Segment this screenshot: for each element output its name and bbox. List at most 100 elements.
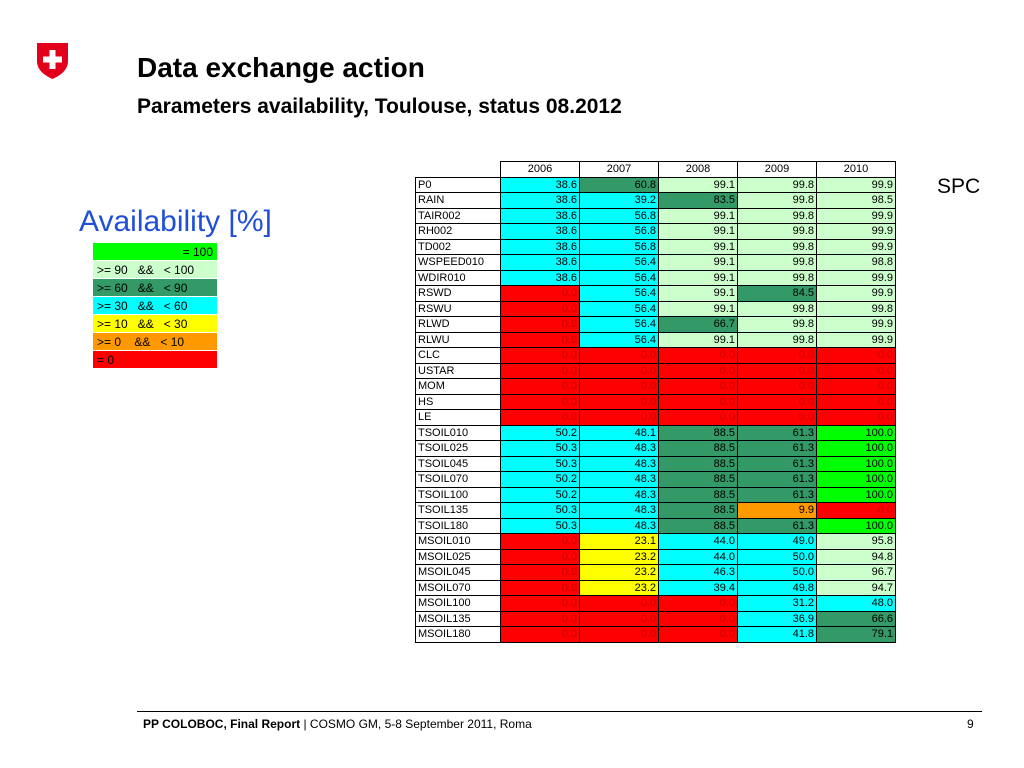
- parameter-name: TAIR002: [415, 207, 501, 224]
- table-row: TSOIL135 50.3 48.3 88.5 9.9 0.0: [415, 502, 896, 519]
- availability-table: 2006 2007 2008 2009 2010 P0 38.6 60.8 99.1 99.8 9…: [415, 161, 896, 643]
- availability-cell: 99.8: [816, 300, 896, 317]
- availability-cell: 99.8: [737, 223, 817, 240]
- table-row: TAIR002 38.6 56.8 99.1 99.8 99.9: [415, 207, 896, 224]
- availability-cell: 61.3: [737, 517, 817, 534]
- table-row: RAIN 38.6 39.2 83.5 99.8 98.5: [415, 192, 896, 209]
- availability-cell: 95.8: [816, 533, 896, 550]
- availability-cell: 0.0: [658, 595, 738, 612]
- parameter-name: TSOIL180: [415, 517, 501, 534]
- availability-cell: 56.8: [579, 223, 659, 240]
- legend-heading: Availability [%]: [79, 205, 272, 238]
- availability-cell: 0.0: [816, 409, 896, 426]
- availability-cell: 49.0: [737, 533, 817, 550]
- availability-cell: 99.8: [737, 238, 817, 255]
- availability-cell: 48.3: [579, 440, 659, 457]
- year-header-2010: 2010: [816, 161, 896, 178]
- footer-divider: [137, 711, 982, 712]
- availability-cell: 61.3: [737, 486, 817, 503]
- availability-cell: 50.0: [737, 548, 817, 565]
- availability-cell: 99.1: [658, 300, 738, 317]
- availability-cell: 0.0: [658, 409, 738, 426]
- table-row: TSOIL010 50.2 48.1 88.5 61.3 100.0: [415, 424, 896, 441]
- availability-cell: 48.1: [579, 424, 659, 441]
- legend-item-label: >= 10 && < 30: [93, 314, 217, 333]
- availability-cell: 99.8: [737, 207, 817, 224]
- availability-cell: 0.0: [658, 362, 738, 379]
- parameter-name: RLWD: [415, 316, 501, 333]
- availability-cell: 31.2: [737, 595, 817, 612]
- availability-cell: 48.3: [579, 486, 659, 503]
- availability-cell: 60.8: [579, 176, 659, 193]
- parameter-name: USTAR: [415, 362, 501, 379]
- availability-cell: 100.0: [816, 440, 896, 457]
- availability-cell: 38.6: [500, 254, 580, 271]
- availability-cell: 99.1: [658, 285, 738, 302]
- footer-event: | COSMO GM, 5-8 September 2011, Roma: [300, 717, 532, 731]
- availability-cell: 0.0: [500, 579, 580, 596]
- availability-cell: 56.4: [579, 269, 659, 286]
- legend-item: >= 10 && < 30: [93, 314, 217, 333]
- availability-cell: 99.9: [816, 316, 896, 333]
- availability-cell: 99.8: [737, 300, 817, 317]
- availability-cell: 0.0: [579, 409, 659, 426]
- availability-cell: 0.0: [500, 548, 580, 565]
- availability-cell: 0.0: [737, 362, 817, 379]
- table-row: MSOIL045 0.0 23.2 46.3 50.0 96.7: [415, 564, 896, 581]
- table-row: USTAR 0.0 0.0 0.0 0.0 0.0: [415, 362, 896, 379]
- table-row: TSOIL045 50.3 48.3 88.5 61.3 100.0: [415, 455, 896, 472]
- availability-cell: 50.2: [500, 424, 580, 441]
- table-row: MSOIL025 0.0 23.2 44.0 50.0 94.8: [415, 548, 896, 565]
- parameter-name: CLC: [415, 347, 501, 364]
- availability-cell: 50.3: [500, 455, 580, 472]
- availability-cell: 99.9: [816, 331, 896, 348]
- parameter-name: TSOIL070: [415, 471, 501, 488]
- parameter-name: MOM: [415, 378, 501, 395]
- parameter-name: MSOIL135: [415, 610, 501, 627]
- availability-cell: 48.3: [579, 502, 659, 519]
- availability-cell: 23.2: [579, 548, 659, 565]
- table-row: MSOIL180 0.0 0.0 0.0 41.8 79.1: [415, 626, 896, 643]
- table-row: RH002 38.6 56.8 99.1 99.8 99.9: [415, 223, 896, 240]
- availability-cell: 36.9: [737, 610, 817, 627]
- availability-cell: 0.0: [579, 347, 659, 364]
- parameter-name: TSOIL100: [415, 486, 501, 503]
- legend-item: = 0: [93, 350, 217, 369]
- table-row: WSPEED010 38.6 56.4 99.1 99.8 98.8: [415, 254, 896, 271]
- parameter-name: RLWU: [415, 331, 501, 348]
- availability-cell: 84.5: [737, 285, 817, 302]
- parameter-name: MSOIL025: [415, 548, 501, 565]
- availability-cell: 44.0: [658, 533, 738, 550]
- availability-cell: 88.5: [658, 424, 738, 441]
- table-row: MSOIL010 0.0 23.1 44.0 49.0 95.8: [415, 533, 896, 550]
- availability-cell: 38.6: [500, 269, 580, 286]
- parameter-name: WDIR010: [415, 269, 501, 286]
- legend-item: = 100: [93, 243, 217, 261]
- table-corner: [415, 161, 501, 178]
- parameter-name: TD002: [415, 238, 501, 255]
- table-row: RLWU 0.0 56.4 99.1 99.8 99.9: [415, 331, 896, 348]
- availability-cell: 44.0: [658, 548, 738, 565]
- availability-cell: 0.0: [658, 378, 738, 395]
- availability-cell: 66.7: [658, 316, 738, 333]
- availability-cell: 38.6: [500, 238, 580, 255]
- table-row: P0 38.6 60.8 99.1 99.8 99.9: [415, 176, 896, 193]
- availability-cell: 66.6: [816, 610, 896, 627]
- availability-cell: 38.6: [500, 223, 580, 240]
- legend-item-label: >= 30 && < 60: [93, 296, 217, 315]
- parameter-name: RAIN: [415, 192, 501, 209]
- table-row: TD002 38.6 56.8 99.1 99.8 99.9: [415, 238, 896, 255]
- page-number: 9: [967, 717, 974, 731]
- availability-cell: 83.5: [658, 192, 738, 209]
- availability-cell: 0.0: [579, 378, 659, 395]
- parameter-name: LE: [415, 409, 501, 426]
- parameter-name: TSOIL025: [415, 440, 501, 457]
- availability-cell: 0.0: [500, 347, 580, 364]
- parameter-name: MSOIL010: [415, 533, 501, 550]
- parameter-name: MSOIL070: [415, 579, 501, 596]
- availability-cell: 99.1: [658, 176, 738, 193]
- availability-cell: 0.0: [500, 362, 580, 379]
- availability-cell: 23.2: [579, 564, 659, 581]
- table-row: RSWD 0.0 56.4 99.1 84.5 99.9: [415, 285, 896, 302]
- availability-cell: 0.0: [658, 610, 738, 627]
